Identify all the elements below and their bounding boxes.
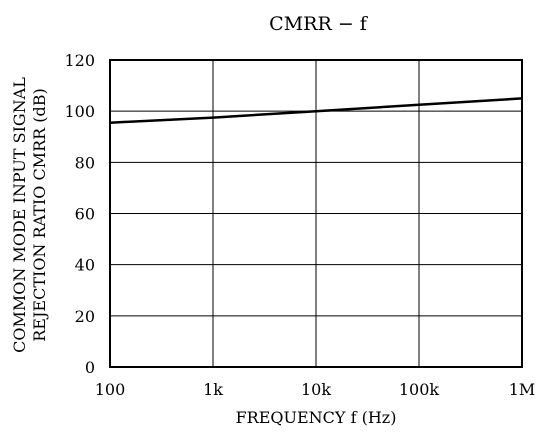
y-tick-labels: 0 20 40 60 80 100 120 xyxy=(64,51,95,377)
y-tick-label: 100 xyxy=(64,102,95,121)
y-tick-label: 120 xyxy=(64,51,95,70)
x-axis-label: FREQUENCY f (Hz) xyxy=(236,408,397,427)
x-tick-label: 10k xyxy=(301,380,331,399)
y-tick-label: 80 xyxy=(75,153,95,172)
y-tick-label: 20 xyxy=(75,307,95,326)
series-layer xyxy=(109,97,523,124)
x-tick-label: 1M xyxy=(509,380,536,399)
grid xyxy=(109,59,523,368)
x-tick-labels: 100 1k 10k 100k 1M xyxy=(95,380,536,399)
x-tick-label: 1k xyxy=(203,380,223,399)
y-tick-label: 60 xyxy=(75,205,95,224)
y-axis-label-line2: REJECTION RATIO CMRR (dB) xyxy=(30,88,49,341)
cmrr-series-line xyxy=(109,97,523,124)
x-tick-label: 100k xyxy=(399,380,440,399)
y-axis-label-line1: COMMON MODE INPUT SIGNAL xyxy=(10,77,29,353)
x-tick-label: 100 xyxy=(95,380,126,399)
y-tick-label: 40 xyxy=(75,256,95,275)
chart-title: CMRR − f xyxy=(269,13,369,35)
plot-frame xyxy=(109,59,523,368)
y-tick-label: 0 xyxy=(85,358,95,377)
